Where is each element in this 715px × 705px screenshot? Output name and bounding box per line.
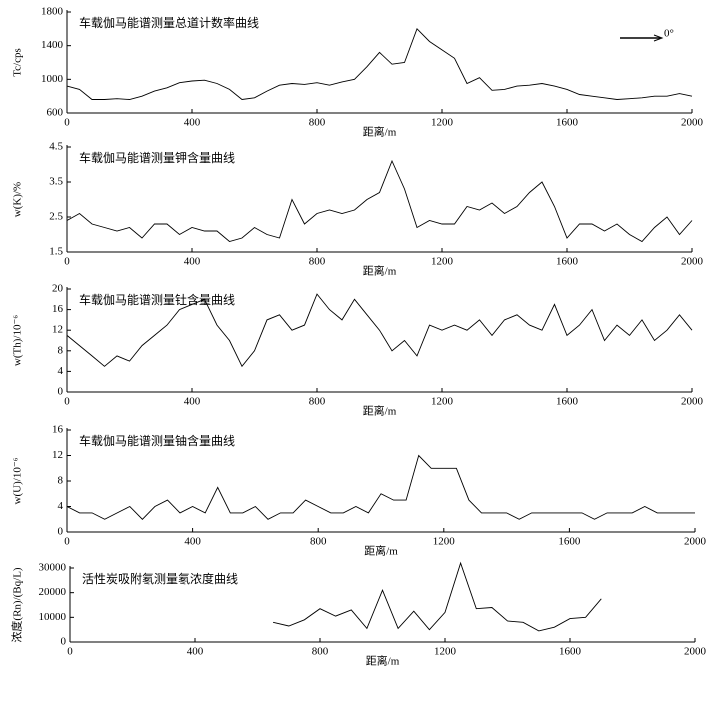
y-axis-label: w(K)/% xyxy=(12,182,24,217)
x-tick-label: 400 xyxy=(184,117,201,129)
x-axis-label: 距离/m xyxy=(366,654,400,668)
y-tick-label: 1400 xyxy=(41,39,64,51)
x-tick-label: 400 xyxy=(184,396,201,408)
x-tick-label: 2000 xyxy=(681,117,704,129)
x-tick-label: 0 xyxy=(67,646,73,658)
y-axis-label: 浓度(Rn)/(Bq/L) xyxy=(10,567,24,642)
x-tick-label: 0 xyxy=(64,256,70,268)
x-tick-label: 2000 xyxy=(681,256,704,268)
data-line xyxy=(272,561,602,632)
x-tick-label: 800 xyxy=(309,256,326,268)
x-axis-label: 距离/m xyxy=(364,544,398,558)
y-tick-label: 1.5 xyxy=(49,246,63,258)
x-tick-label: 400 xyxy=(184,256,201,268)
panel-title: 车载伽马能谱测量总道计数率曲线 xyxy=(79,15,259,30)
x-tick-label: 800 xyxy=(309,396,326,408)
x-tick-label: 400 xyxy=(187,646,204,658)
x-tick-label: 0 xyxy=(64,536,70,548)
x-tick-label: 1200 xyxy=(433,536,456,548)
y-axis-label: w(Th)/10⁻⁶ xyxy=(12,315,24,366)
data-line xyxy=(66,454,695,520)
data-line xyxy=(66,159,693,243)
y-tick-label: 16 xyxy=(52,424,64,436)
y-tick-label: 20000 xyxy=(39,586,67,598)
x-tick-label: 1200 xyxy=(431,256,454,268)
y-tick-label: 30000 xyxy=(39,562,67,574)
x-axis-label: 距离/m xyxy=(363,404,397,418)
y-tick-label: 12 xyxy=(52,324,63,336)
x-tick-label: 1600 xyxy=(559,646,582,658)
y-tick-label: 0 xyxy=(61,636,67,648)
x-tick-label: 1600 xyxy=(556,396,579,408)
y-tick-label: 4 xyxy=(58,365,64,377)
data-line xyxy=(66,293,693,368)
panel-title: 车载伽马能谱测量钾含量曲线 xyxy=(79,150,235,165)
y-tick-label: 12 xyxy=(52,449,63,461)
y-tick-label: 0 xyxy=(58,386,64,398)
arrow-head xyxy=(653,34,664,42)
x-tick-label: 1600 xyxy=(556,256,579,268)
x-tick-label: 2000 xyxy=(684,646,707,658)
x-tick-label: 800 xyxy=(310,536,327,548)
x-tick-label: 1200 xyxy=(431,396,454,408)
y-tick-label: 600 xyxy=(47,107,64,119)
y-tick-label: 16 xyxy=(52,303,64,315)
y-tick-label: 0 xyxy=(58,526,64,538)
y-tick-label: 2.5 xyxy=(49,211,63,223)
y-tick-label: 4 xyxy=(58,500,64,512)
x-tick-label: 400 xyxy=(184,536,201,548)
y-tick-label: 8 xyxy=(58,344,64,356)
annotation: 0° xyxy=(664,28,674,40)
x-tick-label: 1600 xyxy=(556,117,579,129)
y-tick-label: 10000 xyxy=(39,611,67,623)
x-tick-label: 1200 xyxy=(434,646,457,658)
y-tick-label: 4.5 xyxy=(49,141,63,153)
y-tick-label: 1000 xyxy=(41,73,64,85)
x-tick-label: 0 xyxy=(64,117,70,129)
x-axis-label: 距离/m xyxy=(363,264,397,278)
x-tick-label: 2000 xyxy=(681,396,704,408)
x-tick-label: 0 xyxy=(64,396,70,408)
x-tick-label: 800 xyxy=(312,646,329,658)
y-axis-label: Tc/cps xyxy=(12,48,24,77)
y-tick-label: 3.5 xyxy=(49,176,63,188)
y-tick-label: 20 xyxy=(52,283,64,295)
data-line xyxy=(66,27,693,100)
x-tick-label: 800 xyxy=(309,117,326,129)
panel-title: 车载伽马能谱测量钍含量曲线 xyxy=(79,292,235,307)
x-tick-label: 1200 xyxy=(431,117,454,129)
x-tick-label: 1600 xyxy=(558,536,581,548)
panel-title: 车载伽马能谱测量铀含量曲线 xyxy=(79,433,235,448)
y-tick-label: 8 xyxy=(58,475,64,487)
y-tick-label: 1800 xyxy=(41,6,64,18)
y-axis-label: w(U)/10⁻⁶ xyxy=(12,457,24,504)
x-tick-label: 2000 xyxy=(684,536,707,548)
x-axis-label: 距离/m xyxy=(363,125,397,139)
panel-title: 活性炭吸附氡测量氡浓度曲线 xyxy=(82,571,238,586)
